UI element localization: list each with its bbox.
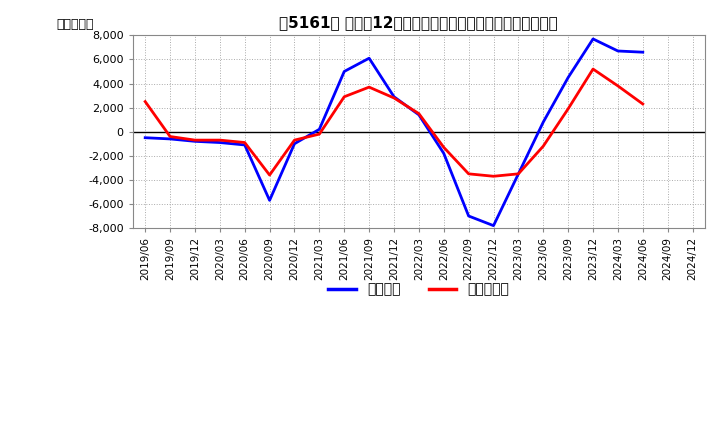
当期絔利益 — [539, 143, 548, 149]
当期絔利益 — [265, 172, 274, 178]
当期絔利益 — [315, 132, 324, 137]
経常利益 — [564, 75, 572, 80]
当期絔利益 — [390, 95, 398, 101]
経常利益 — [439, 151, 448, 156]
当期絔利益 — [514, 171, 523, 176]
Line: 経常利益: 経常利益 — [145, 39, 643, 226]
当期絔利益 — [365, 84, 374, 90]
当期絔利益 — [464, 171, 473, 176]
当期絔利益 — [141, 99, 150, 104]
経常利益 — [315, 127, 324, 132]
当期絔利益 — [191, 137, 199, 143]
当期絔利益 — [639, 101, 647, 106]
経常利益 — [290, 141, 299, 147]
経常利益 — [589, 37, 598, 42]
当期絔利益 — [564, 106, 572, 111]
経常利益 — [141, 135, 150, 140]
Title: ［5161］ 利益の12か月移動合計の対前年同期増減額の推移: ［5161］ 利益の12か月移動合計の対前年同期増減額の推移 — [279, 15, 558, 30]
Legend: 経常利益, 当期絔利益: 経常利益, 当期絔利益 — [323, 277, 515, 302]
当期絔利益 — [589, 66, 598, 72]
経常利益 — [390, 94, 398, 99]
Y-axis label: （百万円）: （百万円） — [57, 18, 94, 32]
経常利益 — [166, 136, 174, 142]
経常利益 — [215, 140, 224, 145]
Line: 当期絔利益: 当期絔利益 — [145, 69, 643, 176]
当期絔利益 — [439, 145, 448, 150]
経常利益 — [613, 48, 622, 54]
経常利益 — [365, 55, 374, 61]
経常利益 — [415, 112, 423, 117]
経常利益 — [514, 171, 523, 176]
当期絔利益 — [415, 111, 423, 116]
経常利益 — [240, 142, 249, 147]
当期絔利益 — [290, 137, 299, 143]
経常利益 — [539, 119, 548, 125]
当期絔利益 — [340, 94, 348, 99]
経常利益 — [489, 223, 498, 228]
当期絔利益 — [166, 134, 174, 139]
経常利益 — [639, 50, 647, 55]
経常利益 — [265, 198, 274, 203]
経常利益 — [191, 139, 199, 144]
当期絔利益 — [240, 140, 249, 145]
当期絔利益 — [489, 174, 498, 179]
当期絔利益 — [215, 137, 224, 143]
経常利益 — [340, 69, 348, 74]
経常利益 — [464, 213, 473, 219]
当期絔利益 — [613, 83, 622, 88]
